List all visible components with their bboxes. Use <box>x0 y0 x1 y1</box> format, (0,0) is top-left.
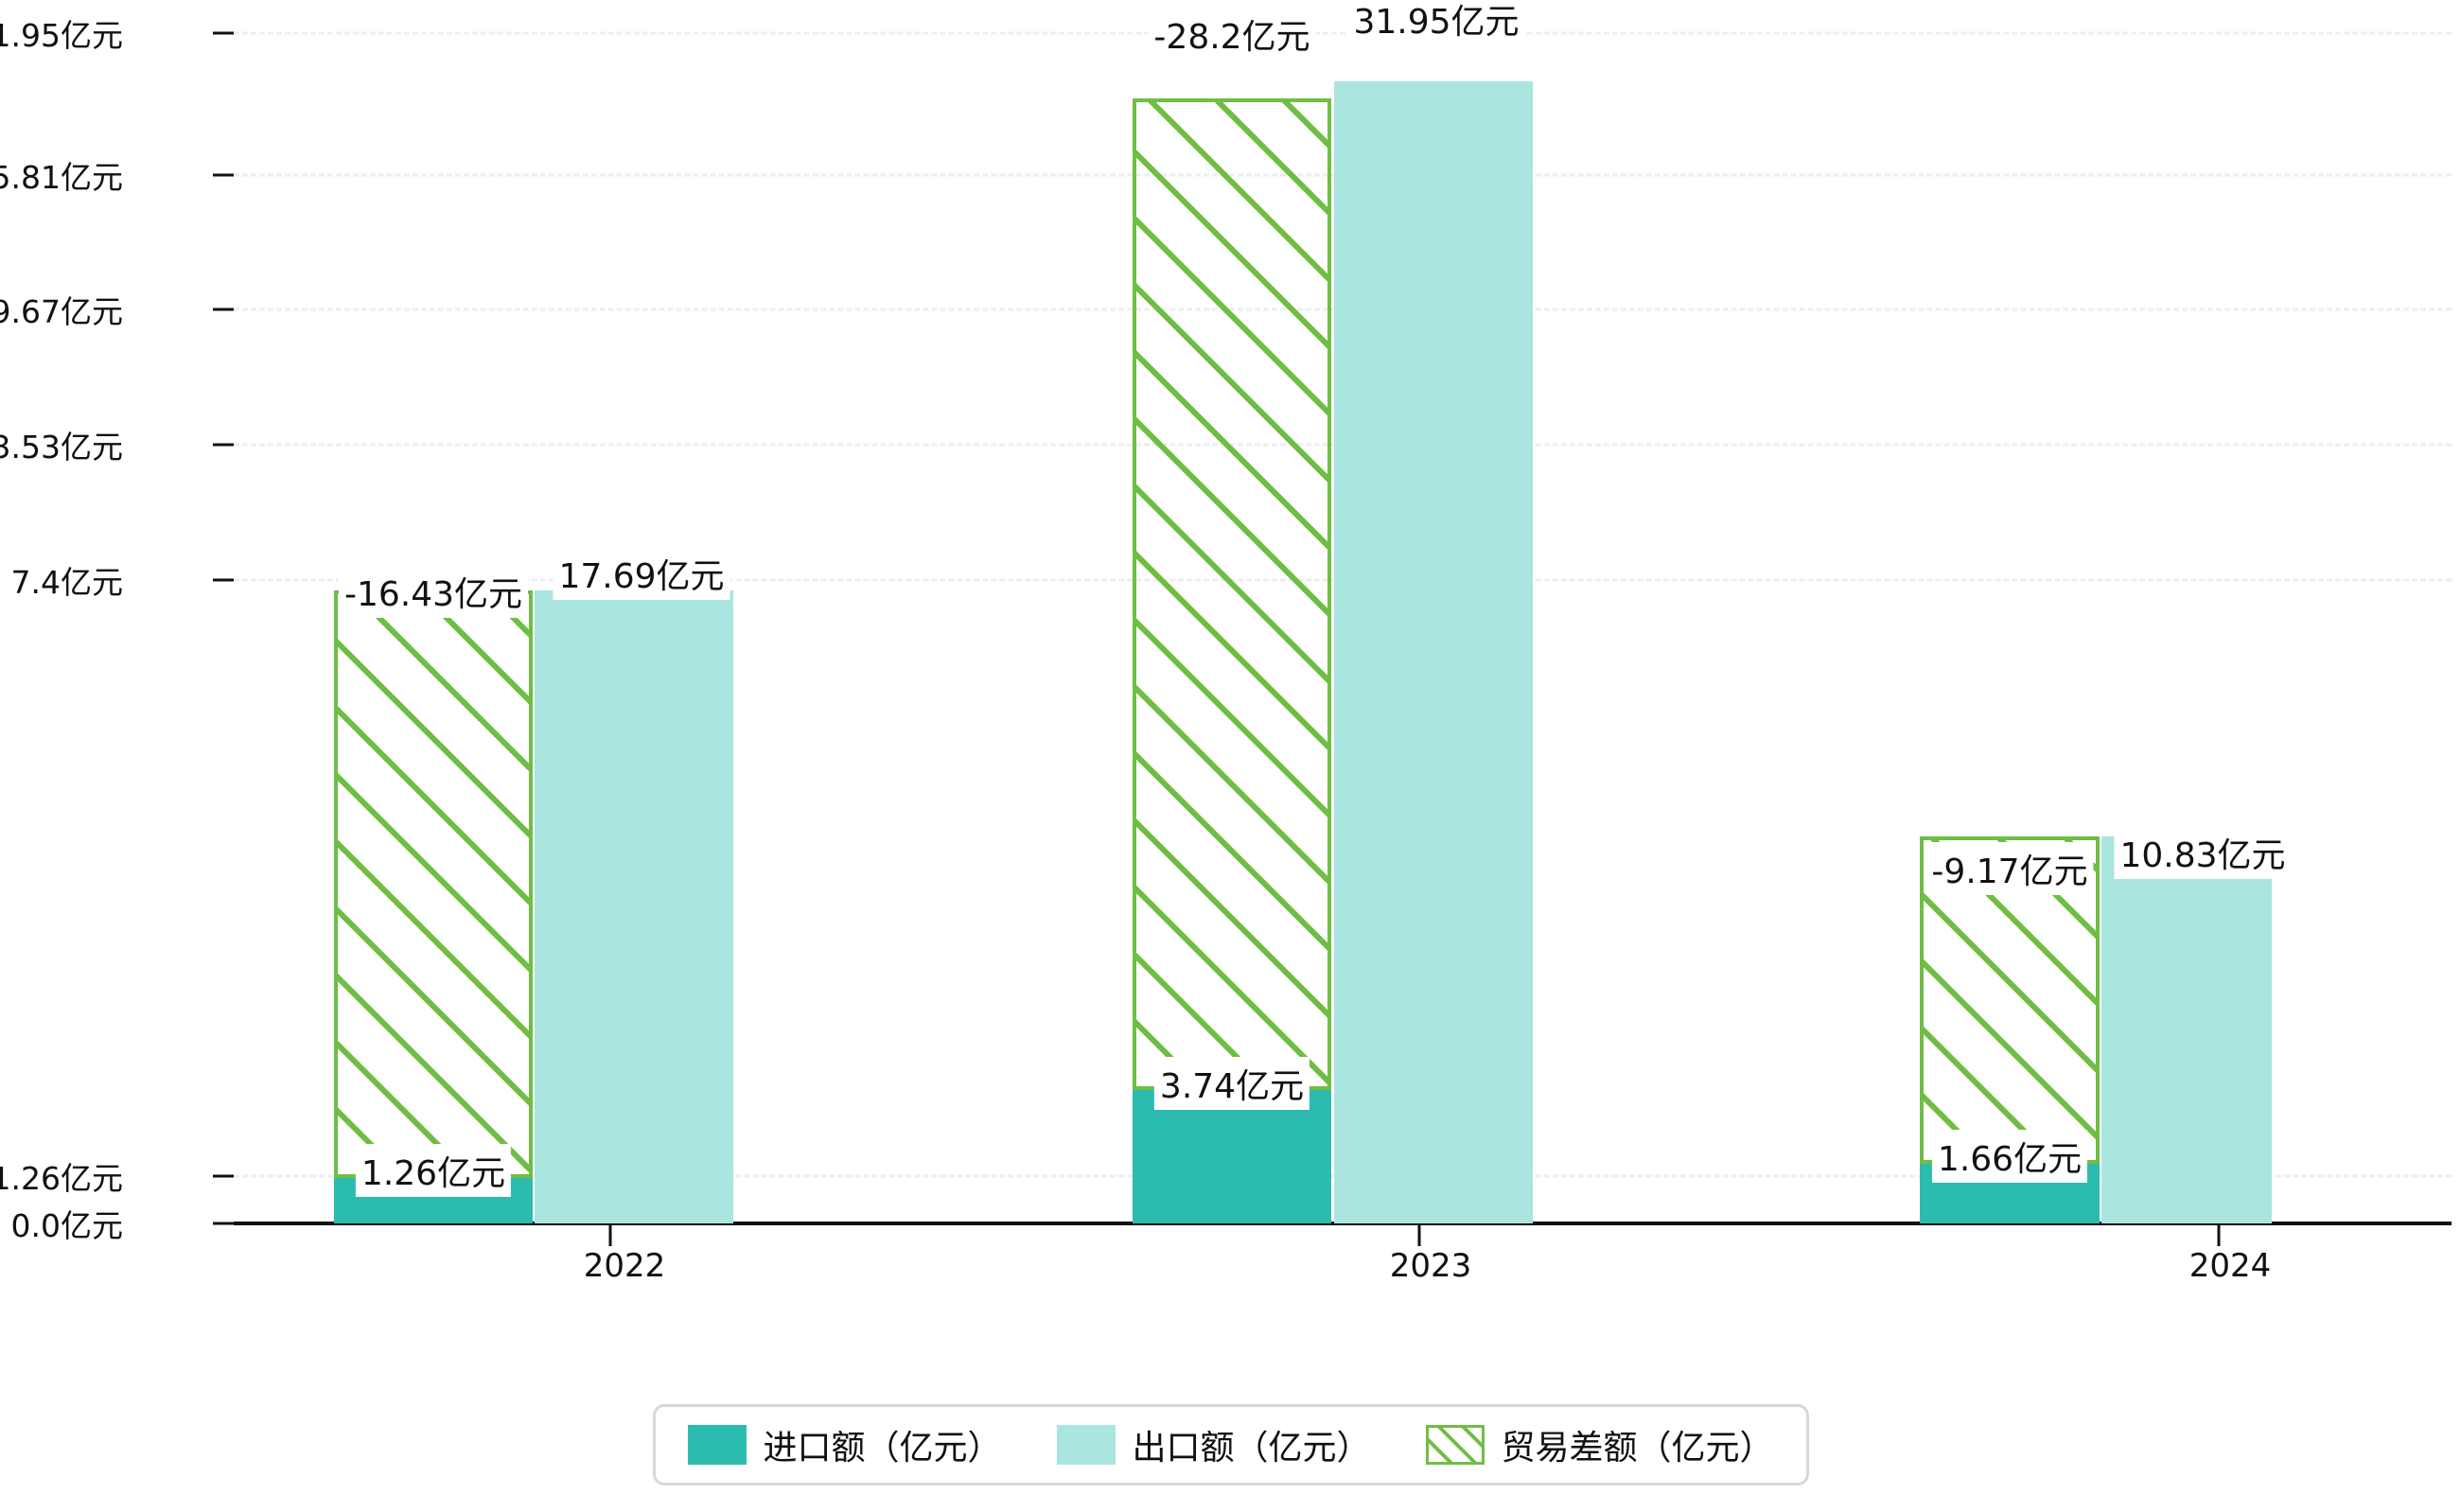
value-label-export-2022: 17.69亿元 <box>553 547 730 600</box>
ytick-mark-13-53 <box>213 443 234 447</box>
legend-item-export[interactable]: 出口额（亿元） <box>1056 1420 1371 1469</box>
legend-swatch-import-icon <box>687 1425 747 1465</box>
bar-export-2022[interactable] <box>535 590 733 1223</box>
xtick-mark-2022 <box>608 1225 612 1246</box>
xtick-label-2023: 2023 <box>1389 1247 1472 1285</box>
bar-export-2023[interactable] <box>1334 81 1533 1223</box>
value-label-export-2023: 31.95亿元 <box>1347 0 1525 45</box>
legend-item-import[interactable]: 进口额（亿元） <box>687 1420 1001 1469</box>
bar-import-2023[interactable] <box>1133 1090 1331 1223</box>
value-label-diff-2024: -9.17亿元 <box>1925 842 2094 895</box>
ytick-mark-0 <box>213 1222 234 1225</box>
value-label-import-2023: 3.74亿元 <box>1153 1057 1310 1110</box>
chart-legend: 进口额（亿元） 出口额（亿元） 贸易差额（亿元） <box>652 1404 1809 1486</box>
value-label-diff-2022: -16.43亿元 <box>338 565 529 618</box>
ytick-label-19-67: 19.67亿元 <box>0 293 123 330</box>
xtick-label-2022: 2022 <box>583 1247 666 1285</box>
ytick-mark-31-95 <box>213 31 234 35</box>
xtick-mark-2024 <box>2217 1225 2221 1246</box>
legend-label-import: 进口额（亿元） <box>763 1429 1002 1468</box>
value-label-diff-2023: -28.2亿元 <box>1148 8 1316 61</box>
value-label-export-2024: 10.83亿元 <box>2114 826 2292 879</box>
ytick-label-25-81: 25.81亿元 <box>0 159 123 196</box>
ytick-label-31-95: 31.95亿元 <box>0 17 123 54</box>
legend-swatch-export-icon <box>1056 1425 1116 1465</box>
ytick-label-7-4: 7.4亿元 <box>10 564 123 601</box>
legend-item-diff[interactable]: 贸易差额（亿元） <box>1425 1420 1774 1469</box>
ytick-mark-1-26 <box>213 1174 234 1178</box>
ytick-label-1-26: 1.26亿元 <box>0 1160 123 1197</box>
ytick-mark-7-4 <box>213 578 234 582</box>
xtick-label-2024: 2024 <box>2189 1247 2272 1285</box>
ytick-mark-25-81 <box>213 173 234 177</box>
ytick-label-13-53: 13.53亿元 <box>0 429 123 466</box>
bar-diff-2023[interactable] <box>1133 98 1331 1090</box>
value-label-import-2022: 1.26亿元 <box>355 1144 512 1197</box>
legend-swatch-diff-icon <box>1425 1425 1485 1465</box>
axis-baseline <box>234 1222 2452 1225</box>
value-label-import-2024: 1.66亿元 <box>1931 1130 2088 1183</box>
xtick-mark-2023 <box>1417 1225 1421 1246</box>
legend-label-diff: 贸易差额（亿元） <box>1501 1429 1774 1468</box>
gridline-31-95 <box>234 31 2452 35</box>
ytick-mark-19-67 <box>213 308 234 311</box>
legend-label-export: 出口额（亿元） <box>1132 1429 1371 1468</box>
ytick-label-0: 0.0亿元 <box>10 1207 123 1244</box>
bar-export-2024[interactable] <box>2101 836 2272 1223</box>
bar-diff-2022[interactable] <box>334 590 533 1178</box>
